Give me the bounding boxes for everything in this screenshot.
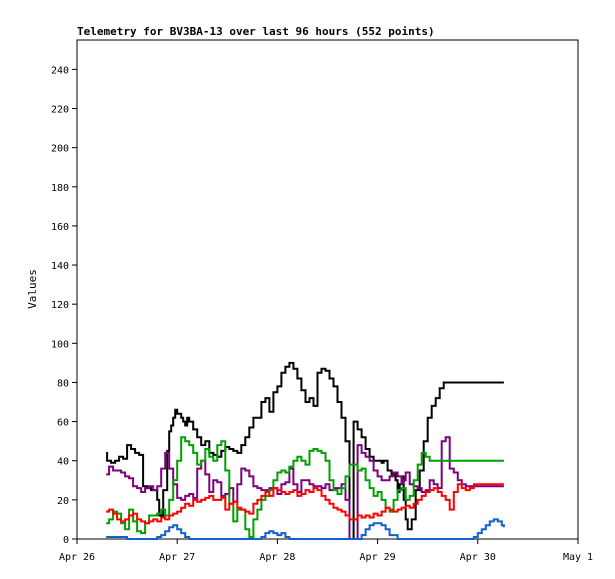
- y-tick-label: 60: [57, 418, 69, 429]
- y-tick-label: 40: [57, 457, 69, 468]
- y-tick-label: 100: [51, 339, 69, 350]
- y-axis: 0 20 40 60 80 100 120 140 160 180 200 220 240: [51, 65, 77, 546]
- y-tick-label: 120: [51, 300, 69, 311]
- y-tick-label: 80: [57, 378, 69, 389]
- plot-area: [76, 39, 579, 540]
- y-tick-label: 0: [63, 535, 69, 546]
- y-axis-label: Values: [26, 269, 39, 309]
- y-tick-label: 140: [51, 261, 69, 272]
- x-axis: Apr 26 Apr 27 Apr 28 Apr 29 Apr 30 May 1: [59, 539, 593, 563]
- series-line-1: [106, 436, 504, 540]
- series-line-4: [106, 518, 505, 540]
- series-line-2: [106, 436, 504, 538]
- x-tick-label: Apr 29: [360, 552, 396, 563]
- y-tick-label: 180: [51, 183, 69, 194]
- series-line-0: [106, 361, 504, 540]
- y-tick-label: 20: [57, 496, 69, 507]
- series-line-3: [106, 483, 504, 525]
- x-tick-label: Apr 27: [159, 552, 195, 563]
- series-layer: [106, 361, 505, 540]
- x-tick-label: Apr 28: [259, 552, 295, 563]
- chart-title: Telemetry for BV3BA-13 over last 96 hour…: [77, 25, 435, 38]
- x-tick-label: Apr 30: [460, 552, 496, 563]
- x-tick-label: May 1: [563, 552, 593, 563]
- y-tick-label: 240: [51, 65, 69, 76]
- y-tick-label: 220: [51, 104, 69, 115]
- y-tick-label: 200: [51, 144, 69, 155]
- y-tick-label: 160: [51, 222, 69, 233]
- x-tick-label: Apr 26: [59, 552, 95, 563]
